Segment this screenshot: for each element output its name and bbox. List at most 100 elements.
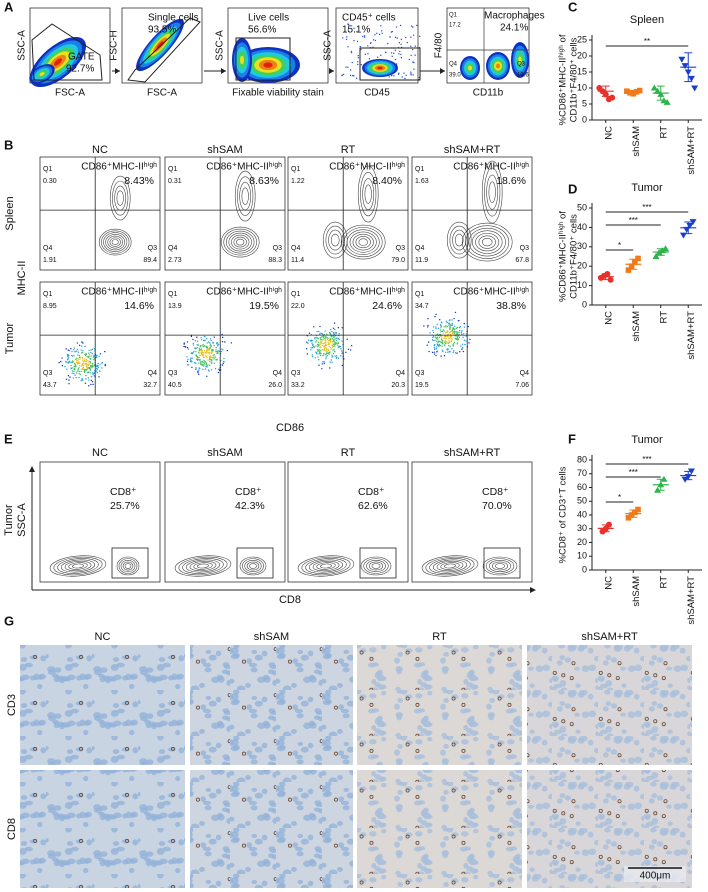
event — [77, 360, 79, 362]
gate-value: 93.5% — [148, 25, 176, 36]
event — [311, 354, 313, 356]
event — [435, 338, 438, 340]
label: Q1 — [291, 166, 300, 173]
event — [323, 361, 326, 363]
significance-label: ** — [644, 37, 650, 46]
event — [353, 39, 355, 42]
event — [346, 338, 348, 341]
event — [196, 356, 198, 358]
label: Q3 — [517, 62, 526, 68]
event — [412, 34, 415, 36]
contour-line — [488, 559, 512, 573]
plot-frame — [287, 281, 409, 396]
event — [321, 336, 323, 338]
event — [410, 74, 412, 76]
event — [71, 350, 73, 353]
event — [326, 351, 328, 353]
event — [452, 351, 454, 354]
column-header: RT — [432, 631, 447, 643]
event — [61, 364, 64, 367]
event — [66, 353, 69, 356]
data-point — [609, 94, 616, 101]
event — [463, 339, 466, 341]
axis-label: Fixable viability stain — [232, 88, 324, 99]
column-header: NC — [95, 631, 111, 643]
ihc-image — [20, 645, 185, 765]
event — [400, 56, 403, 59]
event — [61, 357, 63, 359]
event — [443, 355, 446, 357]
data-point — [654, 87, 662, 94]
event — [85, 358, 87, 361]
event — [398, 42, 401, 44]
contour-line — [322, 221, 348, 259]
event — [427, 317, 429, 320]
label: Q1 — [449, 13, 458, 19]
label: Q3 — [148, 245, 157, 252]
event — [206, 357, 208, 359]
event — [461, 343, 464, 346]
label: 32.7 — [143, 382, 157, 389]
event — [326, 333, 328, 335]
event — [76, 361, 78, 363]
event — [323, 362, 325, 365]
x-tick-label: shSAM — [631, 576, 642, 607]
arrow-head — [115, 68, 120, 74]
event — [81, 364, 84, 366]
event — [81, 352, 83, 354]
event — [322, 354, 324, 356]
contour-line — [308, 559, 344, 573]
event — [337, 346, 340, 349]
event — [81, 378, 83, 380]
data-point — [691, 85, 699, 92]
column-header: RT — [341, 144, 356, 156]
event — [210, 368, 213, 371]
event — [374, 34, 376, 36]
data-point — [635, 255, 641, 262]
event — [215, 359, 217, 361]
event — [345, 351, 347, 354]
contour-line — [305, 558, 347, 574]
x-tick-label: NC — [603, 126, 614, 140]
event — [316, 330, 318, 333]
event — [369, 42, 372, 44]
event — [312, 343, 314, 346]
event — [89, 364, 92, 367]
data-point — [628, 512, 635, 518]
event — [215, 346, 217, 349]
event — [329, 333, 332, 335]
event — [104, 350, 106, 353]
event — [335, 355, 338, 357]
contour-line — [193, 562, 213, 570]
event — [357, 61, 359, 63]
data-point — [657, 90, 665, 97]
event — [332, 352, 335, 355]
event — [195, 347, 197, 349]
event — [73, 347, 76, 349]
event — [335, 339, 338, 342]
event — [437, 345, 440, 347]
event — [200, 349, 203, 352]
contour-line — [68, 562, 88, 570]
label: 1.22 — [291, 178, 305, 185]
event — [327, 339, 330, 342]
gate-value: 19.5% — [249, 300, 279, 312]
event — [317, 337, 320, 340]
event — [441, 340, 444, 342]
gate-label: CD8⁺ — [235, 486, 262, 498]
y-tick-label: 50 — [577, 202, 587, 212]
event — [104, 363, 106, 366]
event — [211, 360, 213, 362]
event — [363, 36, 366, 38]
gate-value: 42.3% — [235, 500, 265, 512]
y-tick-label: 30 — [577, 241, 587, 251]
event — [311, 342, 313, 344]
event — [341, 340, 343, 342]
event — [90, 349, 92, 351]
contour-line — [364, 184, 372, 204]
event — [198, 356, 200, 359]
event — [329, 367, 331, 369]
event — [101, 367, 103, 369]
event — [81, 345, 83, 347]
event — [458, 336, 461, 338]
